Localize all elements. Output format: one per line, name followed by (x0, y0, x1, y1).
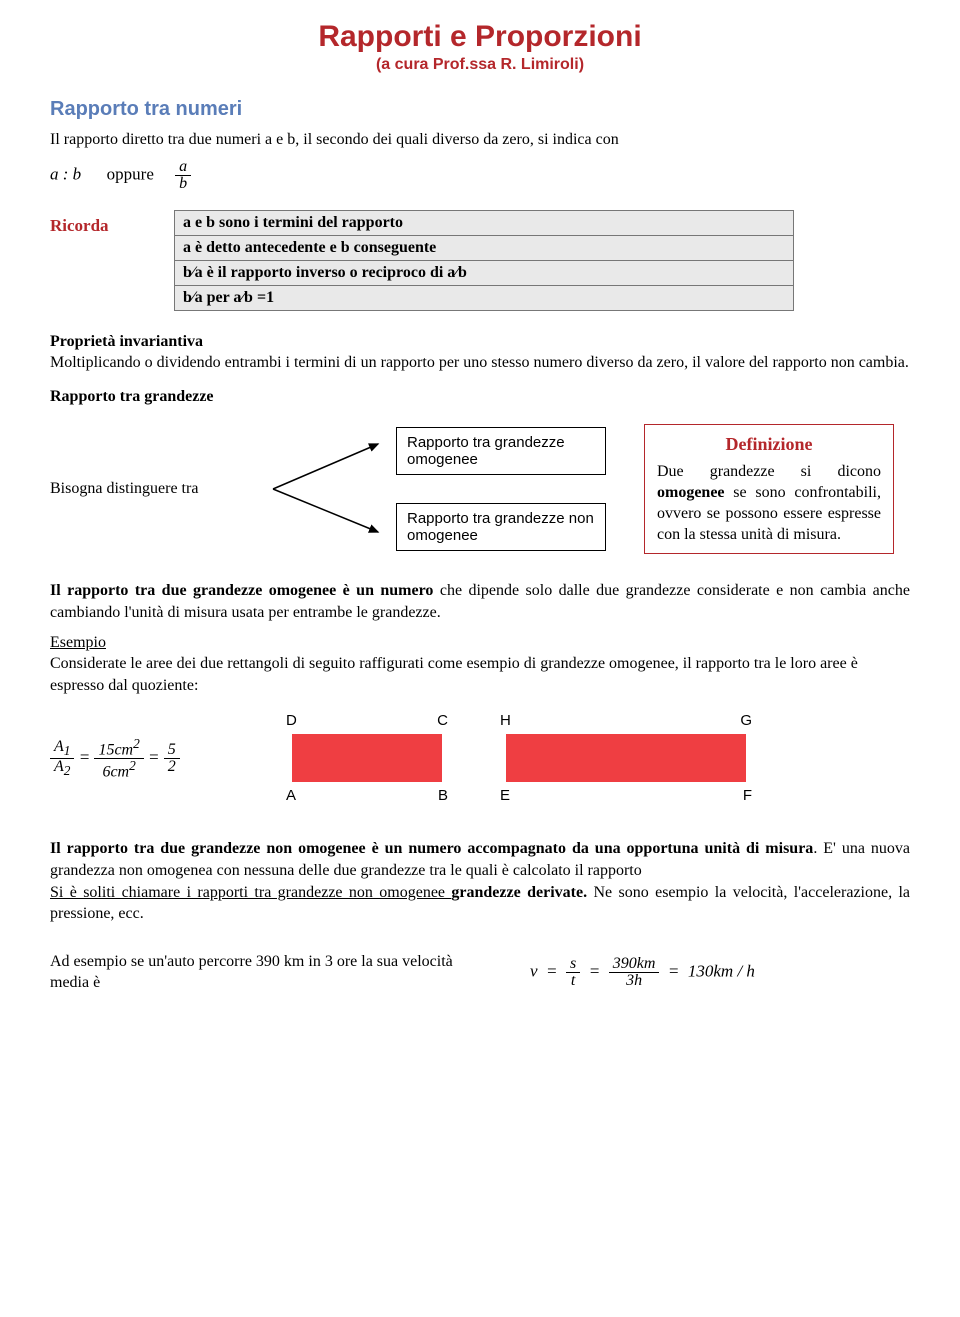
non-omogenee-lead: Il rapporto tra due grandezze non omogen… (50, 840, 813, 857)
r2-tr: G (740, 712, 752, 729)
formula-ab: a : b oppure a b (50, 159, 910, 192)
v-den2: 3h (609, 973, 660, 989)
formula-oppure: oppure (107, 164, 154, 183)
velocity-text: Ad esempio se un'auto percorre 390 km in… (50, 951, 480, 994)
ricorda-table: a e b sono i termini del rapporto a è de… (174, 210, 794, 311)
ricorda-block: Ricorda a e b sono i termini del rapport… (50, 210, 910, 311)
r1-tr: C (437, 712, 448, 729)
v-den1: t (566, 973, 580, 989)
section-rapporto-numeri: Rapporto tra numeri (50, 98, 910, 121)
v-result: 130km / h (688, 961, 755, 980)
rectangles-row: A1 A2 = 15cm2 6cm2 = 5 2 D C A B H G E F (50, 714, 910, 802)
distinguish-label: Bisogna distinguere tra (50, 480, 260, 498)
v-var: v (530, 961, 538, 980)
f-A2: A (54, 758, 64, 775)
def-body-1: Due grandezze si dicono (657, 463, 881, 480)
invariantiva-block: Proprietà invariantiva Moltiplicando o d… (50, 331, 910, 374)
f-sub2: 2 (64, 763, 71, 778)
page-title: Rapporti e Proporzioni (50, 20, 910, 54)
non-omogenee-rest2-bold: grandezze derivate. (451, 884, 587, 901)
definition-box: Definizione Due grandezze si dicono omog… (644, 424, 894, 555)
f-denexp: 2 (129, 758, 136, 773)
r1-bl: A (286, 787, 296, 804)
boxes-column: Rapporto tra grandezze omogenee Rapporto… (396, 427, 606, 551)
intro-paragraph: Il rapporto diretto tra due numeri a e b… (50, 129, 910, 151)
f-A1: A (54, 738, 64, 755)
v-num2: 390km (609, 956, 660, 973)
non-omogenee-paragraph: Il rapporto tra due grandezze non omogen… (50, 838, 910, 924)
ricorda-label: Ricorda (50, 216, 140, 236)
non-omogenee-rest2-pre: Si è soliti chiamare i rapporti tra gran… (50, 884, 451, 901)
f-num: 15cm (98, 741, 133, 758)
box-non-omogenee: Rapporto tra grandezze non omogenee (396, 503, 606, 551)
f-den: 6cm (102, 763, 129, 780)
v-eq2: = (589, 961, 600, 980)
formula-fraction: a b (175, 159, 191, 192)
area-ratio-formula: A1 A2 = 15cm2 6cm2 = 5 2 (50, 737, 240, 781)
ricorda-row-0: a e b sono i termini del rapporto (175, 210, 794, 235)
formula-plain: a : b (50, 164, 81, 183)
v-num1: s (566, 956, 580, 973)
esempio-body: Considerate le aree dei due rettangoli d… (50, 655, 858, 694)
velocity-row: Ad esempio se un'auto percorre 390 km in… (50, 943, 910, 1002)
box-omogenee: Rapporto tra grandezze omogenee (396, 427, 606, 475)
r2-bl: E (500, 787, 510, 804)
rectangle-2: H G E F (494, 714, 758, 802)
invariantiva-heading: Proprietà invariantiva (50, 331, 910, 353)
omogenee-lead: Il rapporto tra due grandezze omogenee è… (50, 582, 433, 599)
f-resden: 2 (164, 759, 180, 775)
f-numexp: 2 (133, 736, 140, 751)
definition-title: Definizione (657, 433, 881, 456)
r1-tl: D (286, 712, 297, 729)
v-eq3: = (668, 961, 679, 980)
r2-tl: H (500, 712, 511, 729)
frac-den: b (175, 176, 191, 192)
velocity-formula: v = st = 390km3h = 130km / h (530, 956, 755, 989)
omogenee-paragraph: Il rapporto tra due grandezze omogenee è… (50, 580, 910, 623)
rect1-shape (292, 734, 442, 782)
def-bold-1: omogenee (657, 484, 725, 501)
ricorda-row-1: a è detto antecedente e b conseguente (175, 235, 794, 260)
arrows-svg (268, 424, 388, 554)
f-eq1: = (79, 747, 90, 766)
rectangle-1: D C A B (280, 714, 454, 802)
rect2-shape (506, 734, 746, 782)
ricorda-row-2: b⁄a è il rapporto inverso o reciproco di… (175, 260, 794, 285)
frac-num: a (175, 159, 191, 176)
page-subtitle: (a cura Prof.ssa R. Limiroli) (50, 56, 910, 74)
f-resnum: 5 (164, 742, 180, 759)
r1-br: B (438, 787, 448, 804)
distinguish-row: Bisogna distinguere tra Rapporto tra gra… (50, 424, 910, 555)
esempio-label: Esempio (50, 634, 106, 651)
invariantiva-body: Moltiplicando o dividendo entrambi i ter… (50, 354, 909, 371)
grandezze-heading: Rapporto tra grandezze (50, 388, 910, 406)
esempio-block: Esempio Considerate le aree dei due rett… (50, 632, 910, 697)
f-sub1: 1 (64, 744, 71, 759)
r2-br: F (743, 787, 752, 804)
v-eq1: = (546, 961, 557, 980)
ricorda-row-3: b⁄a per a⁄b =1 (175, 285, 794, 310)
f-eq2: = (148, 747, 159, 766)
